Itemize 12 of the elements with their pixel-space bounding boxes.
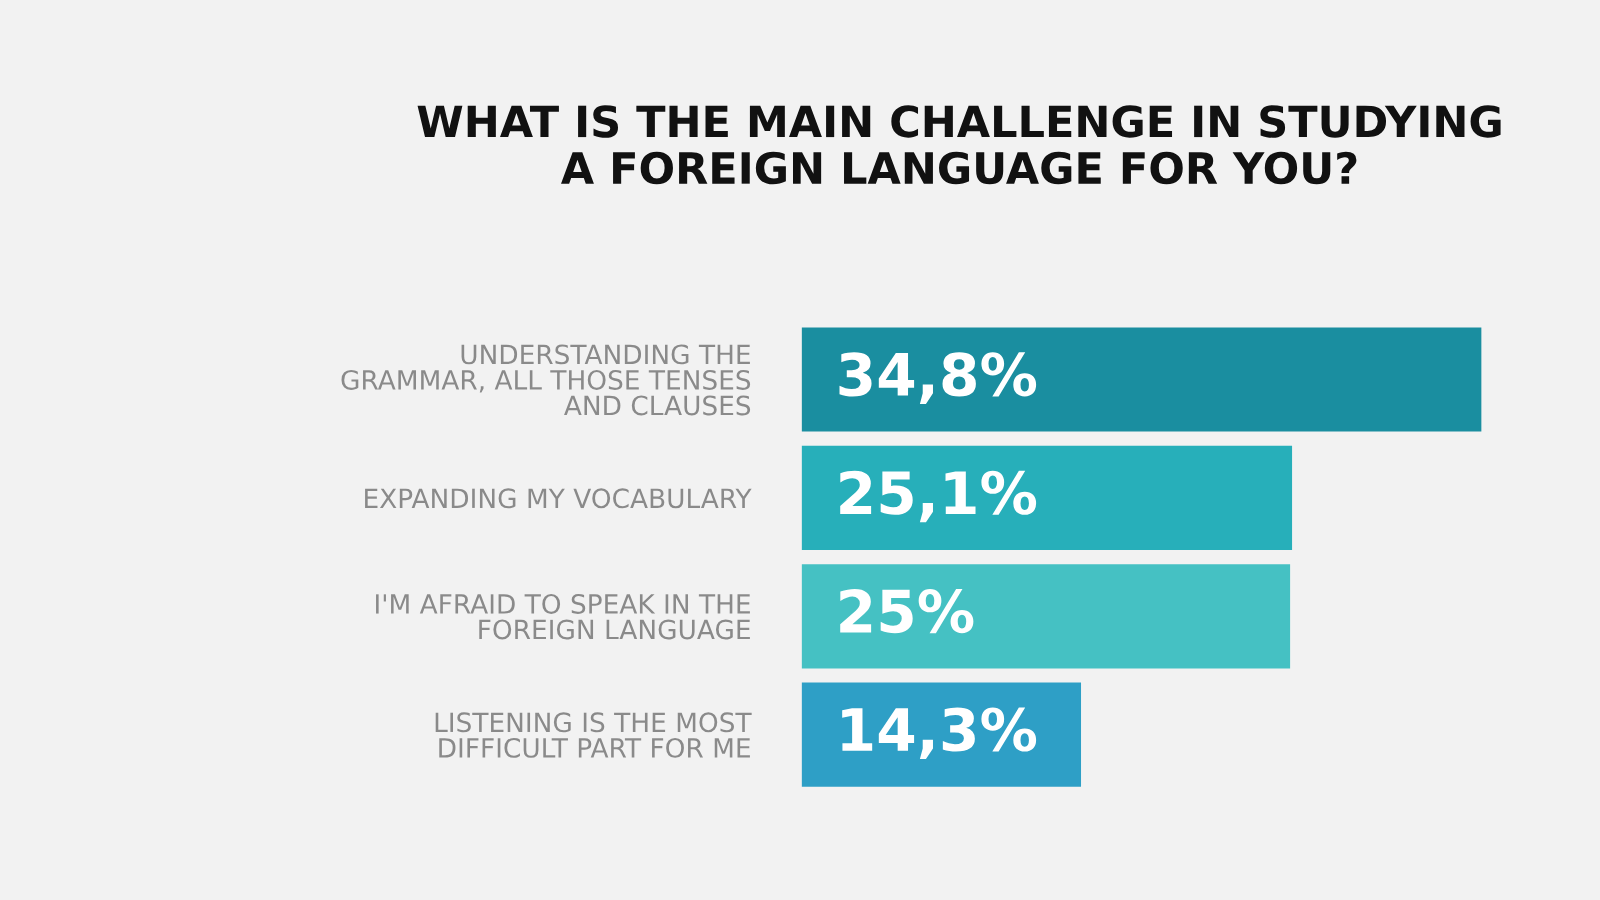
data-label: 25,1% — [840, 470, 1037, 523]
bar — [801, 564, 1291, 669]
y-tick-label: I'M AFRAID TO SPEAK IN THE FOREIGN LANGUAGE — [376, 593, 750, 640]
bar — [801, 327, 1482, 432]
data-label: 34,8% — [839, 352, 1037, 404]
chart-title: WHAT IS THE MAIN CHALLENGE IN STUDYING A FOREIGN LANGUAGE FOR YOU? — [417, 105, 1501, 185]
bar — [801, 445, 1293, 550]
data-label: 25% — [840, 589, 974, 634]
y-tick-label: UNDERSTANDING THE GRAMMAR, ALL THOSE TENSES AND CLAUSES — [341, 344, 751, 416]
data-label: 14,3% — [842, 707, 1037, 760]
y-tick-label: EXPANDING MY VOCABULARY — [365, 488, 752, 509]
y-tick-label: LISTENING IS THE MOST DIFFICULT PART FOR ME — [435, 712, 752, 758]
